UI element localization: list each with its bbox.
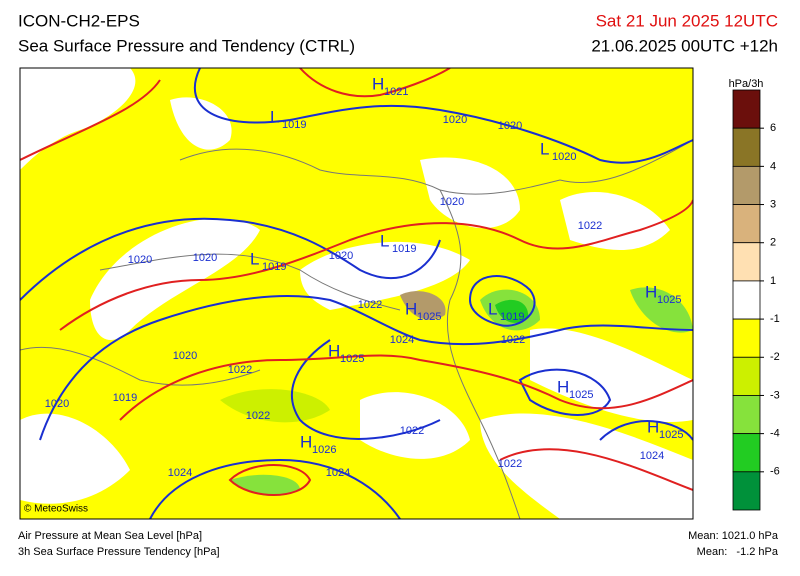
pressure-symbol: H [647, 417, 659, 436]
pressure-value: 1020 [552, 151, 576, 163]
map-frame [19, 67, 694, 520]
isobar-label: 1022 [578, 220, 602, 232]
colorbar-label: -6 [770, 466, 780, 478]
pressure-symbol: L [250, 249, 259, 268]
colorbar-box [732, 204, 761, 244]
pressure-value: 1025 [340, 353, 364, 365]
isobar-label: 1024 [326, 467, 350, 479]
colorbar-label: 2 [770, 237, 776, 249]
isobar-label: 1022 [498, 458, 522, 470]
colorbar-box [732, 395, 761, 435]
isobar-label: 1022 [228, 364, 252, 376]
pressure-value: 1021 [384, 86, 408, 98]
pressure-value: 1025 [417, 311, 441, 323]
pressure-symbol: H [405, 299, 417, 318]
colorbar-box [732, 127, 761, 167]
isobar-label: 1019 [113, 392, 137, 404]
isobar-label: 1020 [329, 250, 353, 262]
pressure-symbol: H [300, 432, 312, 451]
colorbar-label: 4 [770, 160, 776, 172]
pressure-value: 1019 [500, 311, 524, 323]
colorbar: 6 4 3 2 1 -1 -2 -3 -4 -6 [732, 89, 780, 511]
isobar-label: 1020 [440, 196, 464, 208]
isobars [20, 68, 693, 519]
isobar-label: 1022 [358, 299, 382, 311]
colorbar-box [732, 471, 761, 511]
pressure-value: 1025 [569, 389, 593, 401]
pressure-symbol: H [645, 282, 657, 301]
pressure-symbol: L [270, 107, 279, 126]
colorbar-label: 1 [770, 275, 776, 287]
isobar-label: 1022 [400, 425, 424, 437]
credit: © MeteoSwiss [24, 504, 88, 515]
pressure-symbol: L [488, 299, 497, 318]
colorbar-box [732, 165, 761, 205]
pressure-symbol: H [557, 377, 569, 396]
run-time: 21.06.2025 00UTC +12h [591, 36, 778, 55]
pressure-symbol: L [380, 231, 389, 250]
isobar-label: 1020 [45, 398, 69, 410]
isobar-label: 1020 [443, 114, 467, 126]
valid-time: Sat 21 Jun 2025 12UTC [596, 11, 778, 30]
product-name: Sea Surface Pressure and Tendency (CTRL) [18, 36, 355, 55]
colorbar-box [732, 280, 761, 320]
colorbar-label: 3 [770, 198, 776, 210]
pressure-value: 1019 [282, 119, 306, 131]
footer-right-2: Mean: -1.2 hPa [697, 546, 779, 558]
pressure-symbol: H [372, 74, 384, 93]
footer-left-1: Air Pressure at Mean Sea Level [hPa] [18, 530, 202, 542]
pressure-value: 1019 [392, 243, 416, 255]
colorbar-box [732, 242, 761, 282]
colorbar-box [732, 356, 761, 396]
colorbar-box [732, 89, 761, 129]
colorbar-label: -3 [770, 389, 780, 401]
colorbar-box [732, 433, 761, 473]
pressure-value: 1019 [262, 261, 286, 273]
pressure-symbol: H [328, 341, 340, 360]
model-name: ICON-CH2-EPS [18, 11, 140, 30]
pressure-value: 1025 [657, 294, 681, 306]
isobar-label: 1024 [640, 450, 664, 462]
colorbar-label: -2 [770, 351, 780, 363]
colorbar-label: 6 [770, 122, 776, 134]
colorbar-label: -1 [770, 313, 780, 325]
isobar-label: 1024 [390, 334, 414, 346]
pressure-symbol: L [540, 139, 549, 158]
isobar-label: 1020 [173, 350, 197, 362]
isobar-label: 1022 [501, 334, 525, 346]
footer-left-2: 3h Sea Surface Pressure Tendency [hPa] [18, 546, 220, 558]
isobar-label: 1022 [246, 410, 270, 422]
pressure-value: 1025 [659, 429, 683, 441]
isobar-label: 1020 [498, 120, 522, 132]
colorbar-box [732, 318, 761, 358]
colorbar-label: -4 [770, 428, 780, 440]
footer-right-1: Mean: 1021.0 hPa [688, 530, 779, 542]
isobar-label: 1020 [193, 252, 217, 264]
colorbar-unit: hPa/3h [729, 78, 764, 90]
pressure-value: 1026 [312, 444, 336, 456]
isobar-label: 1020 [128, 254, 152, 266]
isobar-label: 1024 [168, 467, 192, 479]
